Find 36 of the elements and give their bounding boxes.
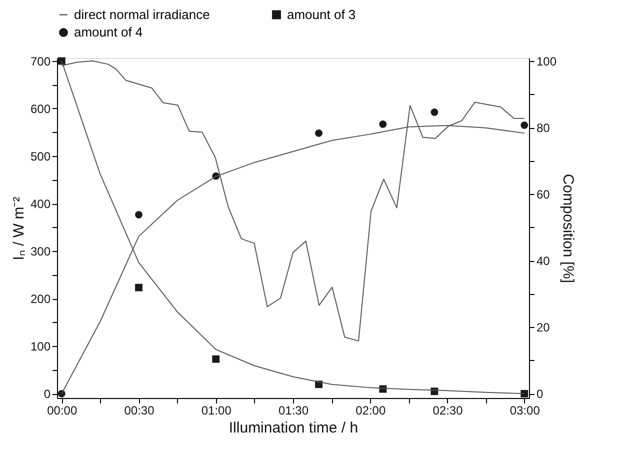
legend-label: direct normal irradiance — [74, 6, 210, 22]
point — [520, 390, 528, 398]
x-tick-label: 02:00 — [356, 404, 386, 418]
legend-label: amount of 4 — [74, 24, 143, 40]
y2-tick-label: 80 — [536, 121, 550, 136]
x-axis-title: Illumination time / h — [228, 420, 358, 436]
y-tick-label: 400 — [30, 197, 51, 212]
x-tick-label: 01:30 — [278, 404, 309, 418]
y2-tick-label: 100 — [536, 54, 557, 68]
y-tick-label: 500 — [30, 149, 51, 164]
y2-tick-label: 40 — [536, 254, 550, 268]
y-tick-label: 600 — [30, 102, 51, 116]
y-tick-label: 700 — [30, 54, 51, 68]
legend-label: amount of 3 — [287, 6, 356, 22]
point — [135, 284, 142, 292]
point — [379, 120, 387, 128]
point — [520, 122, 528, 129]
x-tick-label: 01:00 — [201, 404, 232, 418]
point — [58, 390, 66, 398]
point — [315, 129, 322, 137]
y2-axis-title: Composition [%] — [560, 174, 577, 284]
x-tick-label: 00:30 — [124, 404, 155, 418]
point — [135, 210, 142, 218]
y2-tick-label: 60 — [536, 188, 550, 202]
point — [430, 108, 438, 116]
y-tick-label: 100 — [30, 340, 51, 354]
y-tick-label: 0 — [44, 387, 51, 402]
y2-tick-label: 0 — [536, 387, 544, 402]
y-tick-label: 200 — [30, 292, 51, 306]
x-tick-label: 03:00 — [510, 404, 540, 418]
x-tick-label: 00:00 — [47, 404, 78, 418]
y-axis-title: Iₙ / W m⁻² — [10, 196, 28, 260]
y-tick-label: 300 — [30, 244, 51, 259]
point — [212, 355, 220, 363]
y2-tick-label: 20 — [536, 320, 550, 335]
x-tick-label: 02:30 — [432, 404, 464, 418]
